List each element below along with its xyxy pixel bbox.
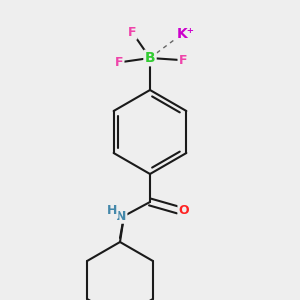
Text: F: F	[115, 56, 123, 68]
Text: F: F	[179, 53, 187, 67]
Text: K⁺: K⁺	[177, 27, 195, 41]
Text: H: H	[107, 205, 117, 218]
Text: F: F	[128, 26, 136, 38]
Text: N: N	[116, 209, 126, 223]
Text: B: B	[145, 51, 155, 65]
Text: O: O	[179, 203, 189, 217]
